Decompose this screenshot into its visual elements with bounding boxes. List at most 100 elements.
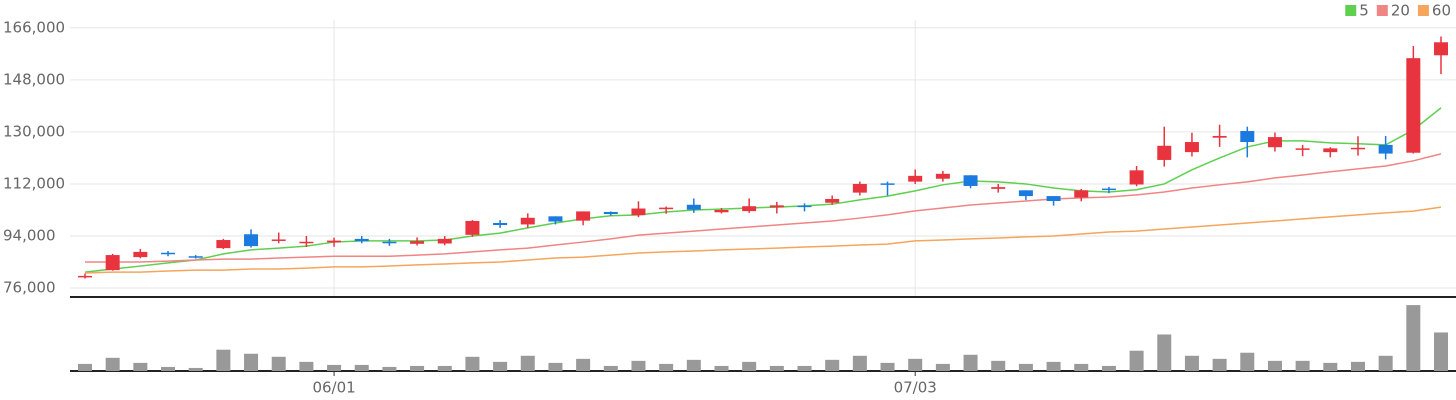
candle-body [991,187,1006,189]
volume-bar [1378,355,1393,371]
y-tick-label: 94,000 [3,226,56,244]
candle-body [714,209,729,213]
volume-bar [963,354,978,371]
candle-body [1295,148,1310,150]
candle-body [493,222,508,226]
x-tick-label: 07/03 [894,379,937,397]
volume-bar [1240,352,1255,371]
volume-bar [991,360,1006,371]
legend-label: 5 [1359,2,1369,20]
volume-bar [880,362,895,371]
x-tick-label: 06/01 [312,379,355,397]
volume-bar [908,358,923,371]
volume-bar [382,366,397,371]
volume-bar [1434,332,1448,371]
candle-body [271,239,286,241]
candle-body [1212,135,1227,138]
volume-bar [1101,365,1116,371]
legend-swatch [1376,5,1388,16]
volume-bar [1157,334,1172,371]
candle-body [1018,190,1033,197]
legend-swatch [1345,5,1357,16]
candle-body [1129,170,1144,185]
candle-body [437,238,452,244]
volume-bar [1129,350,1144,371]
candle-body [354,238,369,242]
volume-bar [1018,363,1033,371]
volume-bar [520,355,535,371]
candle-body [216,240,231,249]
candle-body [1046,196,1061,202]
candle-body [299,241,314,244]
candle-body [603,211,618,215]
candle-body [1267,137,1282,148]
volume-bar [935,363,950,371]
volume-bar [465,356,480,371]
y-tick-label: 166,000 [3,18,65,36]
moving-average-line [84,107,1442,273]
volume-bar [548,362,563,371]
volume-bar [271,356,286,371]
candle-body [935,173,950,179]
volume-bar [354,364,369,371]
volume-bar [576,358,591,371]
volume-bar [78,363,92,371]
candle-body [742,206,757,212]
volume-bar [1184,355,1199,371]
y-tick-label: 76,000 [3,279,56,297]
volume-bar [1323,362,1338,371]
volume-bar [1406,305,1421,371]
candle-body [631,208,646,216]
volume-bar [742,361,757,371]
volume-bar [631,360,646,371]
moving-average-line [84,206,1442,274]
candle-body [1101,188,1116,191]
candle-body [659,207,674,210]
volume-bar [133,362,148,371]
candle-body [1323,148,1338,153]
candle-body [382,241,397,244]
volume-bar [327,364,342,371]
candle-body [410,241,425,244]
volume-bar [1212,358,1227,371]
volume-bar [216,349,231,371]
candle-body [188,256,203,258]
candle-body [78,275,92,278]
volume-bar [714,365,729,371]
candle-body [1074,190,1089,198]
candle-body [465,220,480,235]
volume-bar [1295,360,1310,371]
volume-bar [161,366,176,371]
volume-bar [603,365,618,371]
candle-body [1157,145,1172,160]
y-tick-label: 130,000 [3,122,65,140]
candle-body [520,217,535,225]
candle-body [963,175,978,186]
legend-swatch [1417,5,1429,16]
candle-body [105,255,120,271]
candle-body [769,205,784,208]
volume-bar [1267,360,1282,371]
volume-bar [105,357,120,371]
candle-body [825,198,840,203]
legend-label: 20 [1391,2,1410,20]
candle-body [852,183,867,193]
volume-bar [1350,361,1365,371]
volume-bar [686,359,701,371]
volume-bar [769,365,784,371]
candle-body [576,211,591,221]
candle-body [244,234,259,247]
candle-body [908,175,923,182]
moving-average-line [85,153,1442,263]
candle-body [1350,147,1365,150]
candle-body [327,240,342,243]
candle-body [1184,142,1199,153]
candle-body [1378,144,1393,154]
volume-bar [797,365,812,371]
candle-body [161,252,176,255]
candle-body [797,205,812,208]
y-tick-label: 112,000 [3,174,65,192]
legend-label: 60 [1432,2,1451,20]
volume-bar [299,361,314,371]
